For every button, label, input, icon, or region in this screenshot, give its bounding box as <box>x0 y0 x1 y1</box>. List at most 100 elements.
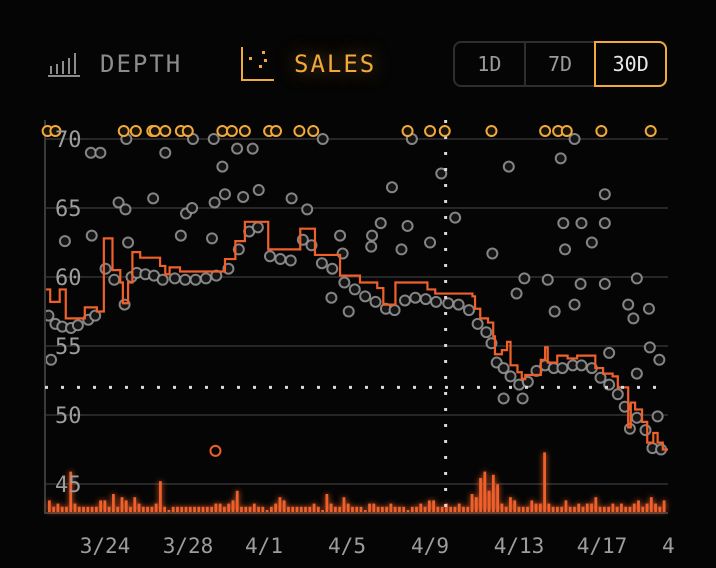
volume-bar <box>69 471 73 512</box>
volume-bar <box>304 506 307 512</box>
sale-point <box>575 217 588 230</box>
sale-point <box>643 341 656 354</box>
sale-point <box>603 346 616 359</box>
sale-point <box>424 236 437 249</box>
volume-bar <box>568 506 572 512</box>
sale-point <box>480 326 493 339</box>
volume-bar <box>150 506 154 512</box>
sale-point <box>651 410 664 423</box>
sale-point <box>585 236 598 249</box>
sale-point <box>263 250 276 263</box>
tab-sales-label: SALES <box>294 50 377 78</box>
volume-bar <box>346 503 350 512</box>
sale-point <box>598 277 611 290</box>
sale-point <box>147 192 160 205</box>
volume-bar <box>440 506 444 512</box>
volume-bar <box>133 497 137 512</box>
volume-bar <box>385 506 389 512</box>
sale-point <box>237 190 250 203</box>
volume-bar <box>474 497 478 512</box>
x-tick-label: 4/13 <box>494 534 545 558</box>
volume-bar <box>530 500 534 512</box>
volume-bar <box>513 500 517 512</box>
volume-bar <box>389 503 393 512</box>
sale-point <box>208 196 221 209</box>
sale-point <box>449 211 462 224</box>
volume-bar <box>491 474 495 512</box>
sale-point <box>186 202 199 214</box>
volume-bar <box>556 506 559 512</box>
volume-bar <box>393 506 397 512</box>
volume-bar <box>547 503 551 512</box>
volume-bar <box>406 510 410 512</box>
sale-point <box>85 229 98 242</box>
volume-bar <box>363 510 367 512</box>
sale-point <box>559 243 572 256</box>
volume-bar <box>107 506 111 512</box>
volume-bar <box>615 506 619 512</box>
volume-bar <box>274 503 278 512</box>
volume-bar <box>628 506 632 512</box>
volume-bar <box>244 506 248 512</box>
volume-bar <box>227 503 231 512</box>
sale-point <box>218 188 231 201</box>
volume-bar <box>594 497 598 512</box>
volume-bar <box>235 490 239 512</box>
above-range-sale-marker <box>216 125 229 137</box>
range-30d-button[interactable]: 30D <box>594 41 668 87</box>
time-range-selector: 1D 7D 30D <box>453 41 668 87</box>
y-tick-label: 55 <box>55 335 82 360</box>
sale-point <box>284 254 297 267</box>
volume-bar <box>649 497 653 512</box>
volume-bar <box>291 506 295 512</box>
volume-bar <box>338 506 342 512</box>
volume-bar <box>82 506 85 512</box>
sale-point <box>189 273 202 286</box>
volume-bar <box>257 506 260 512</box>
sale-point <box>554 152 567 165</box>
above-range-sale-marker <box>238 125 251 137</box>
x-tick-label: 4/5 <box>328 534 366 558</box>
volume-bar <box>248 506 252 512</box>
tab-depth[interactable]: DEPTH <box>46 44 182 84</box>
volume-bar <box>295 506 299 512</box>
sale-point <box>516 392 529 405</box>
tab-sales[interactable]: SALES <box>240 44 376 84</box>
volume-bar <box>470 494 474 512</box>
volume-bar <box>184 506 188 512</box>
volume-bar <box>427 500 431 512</box>
sale-point <box>369 295 382 308</box>
volume-bar <box>180 506 184 512</box>
sale-point <box>622 298 635 311</box>
sale-point <box>541 273 554 286</box>
volume-bar <box>240 506 243 512</box>
above-range-sale-marker <box>401 125 414 137</box>
sale-point <box>156 273 169 286</box>
sale-point <box>246 142 259 155</box>
sale-point <box>231 142 244 155</box>
volume-bar <box>551 506 555 512</box>
sale-point <box>338 276 351 289</box>
sale-point <box>497 392 510 405</box>
volume-bar <box>436 506 440 512</box>
volume-bar <box>466 506 470 512</box>
volume-bar <box>282 500 286 512</box>
range-7d-button[interactable]: 7D <box>523 43 595 85</box>
sale-point <box>99 262 112 275</box>
volume-bar <box>372 503 376 512</box>
volume-bar <box>197 506 201 512</box>
range-1d-button[interactable]: 1D <box>477 52 502 76</box>
above-range-sale-marker <box>49 125 62 137</box>
volume-bar <box>325 494 329 512</box>
volume-bar <box>112 494 115 512</box>
volume-bar <box>73 503 77 512</box>
volume-bar <box>573 506 576 512</box>
sale-point <box>112 196 125 209</box>
volume-bar <box>534 503 538 512</box>
volume-bar <box>163 506 167 512</box>
sale-point <box>442 297 455 310</box>
volume-bar <box>116 506 120 512</box>
sale-point <box>315 257 328 270</box>
sale-point <box>89 309 102 322</box>
volume-bar <box>351 506 354 512</box>
